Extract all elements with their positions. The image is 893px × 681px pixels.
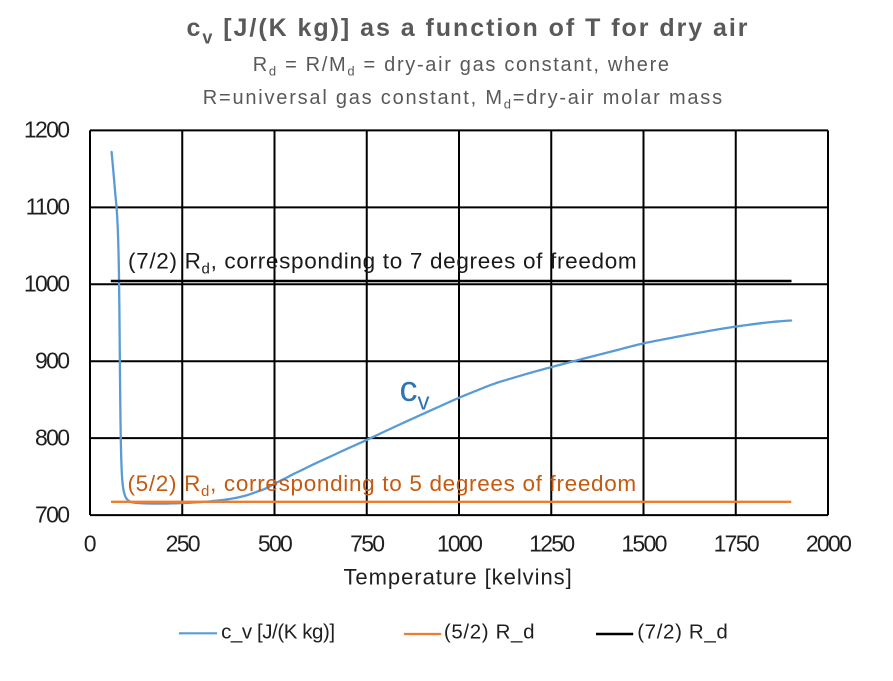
svg-text:1500: 1500 <box>621 531 666 557</box>
svg-text:700: 700 <box>35 501 69 527</box>
svg-text:(7/2) Rd, corresponding to 7 d: (7/2) Rd, corresponding to 7 degrees of … <box>128 248 637 277</box>
svg-text:cv [J/(K kg)] as a function of: cv [J/(K kg)] as a function of T for dry… <box>187 14 750 48</box>
svg-text:2000: 2000 <box>806 531 851 557</box>
svg-text:1000: 1000 <box>24 270 69 296</box>
svg-text:1100: 1100 <box>26 194 70 220</box>
svg-text:(5/2) R_d: (5/2) R_d <box>444 621 535 644</box>
svg-text:(5/2) Rd, corresponding to 5 d: (5/2) Rd, corresponding to 5 degrees of … <box>128 471 637 500</box>
svg-text:c_v [J/(K kg)]: c_v [J/(K kg)] <box>221 621 335 644</box>
svg-text:900: 900 <box>35 347 69 373</box>
svg-text:(7/2) R_d: (7/2) R_d <box>637 621 728 644</box>
svg-text:0: 0 <box>84 531 96 557</box>
svg-text:1000: 1000 <box>437 531 482 557</box>
svg-text:500: 500 <box>258 531 292 557</box>
svg-text:250: 250 <box>166 531 200 557</box>
svg-text:1750: 1750 <box>714 531 759 557</box>
svg-text:Rd = R/Md = dry-air gas consta: Rd = R/Md = dry-air gas constant, where <box>253 54 671 79</box>
svg-text:1200: 1200 <box>24 117 69 143</box>
svg-text:Temperature [kelvins]: Temperature [kelvins] <box>343 564 572 589</box>
svg-text:800: 800 <box>35 424 69 450</box>
svg-text:1250: 1250 <box>529 531 574 557</box>
svg-text:R=universal gas constant, Md=d: R=universal gas constant, Md=dry-air mol… <box>203 87 724 112</box>
svg-text:750: 750 <box>350 531 384 557</box>
